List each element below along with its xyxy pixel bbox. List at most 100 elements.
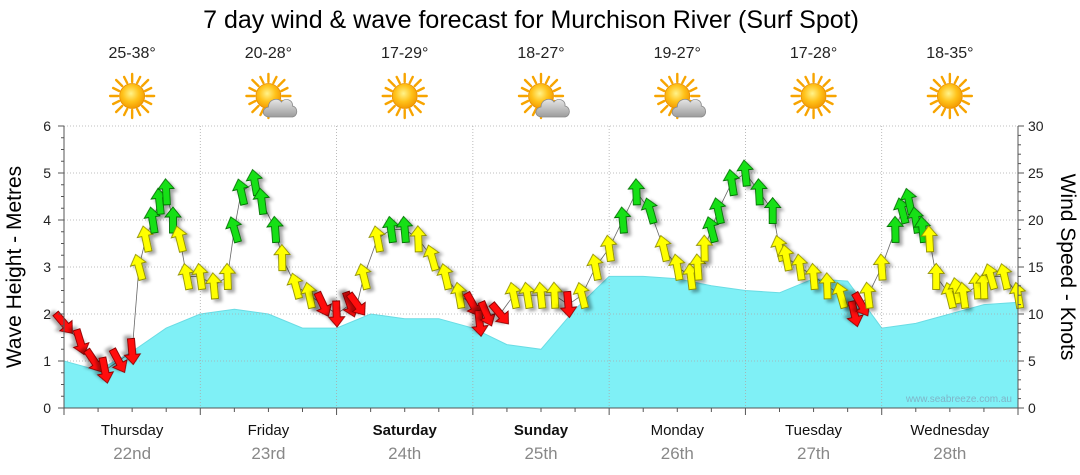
wind-arrow-green: 23 kn: [750, 178, 768, 206]
wind-arrow-yellow: 15 kn: [129, 253, 147, 282]
wind-arrow-green: 19 kn: [225, 216, 243, 244]
wind-arrow-red: 11 kn: [345, 291, 366, 316]
day-label: Friday: [248, 422, 290, 439]
date-label: 28th: [933, 444, 966, 463]
wind-arrow-green: 20 kn: [164, 206, 182, 234]
wind-arrow-yellow: 13 kn: [286, 272, 304, 300]
wind-arrow-yellow: 17 kn: [654, 234, 672, 263]
wind-arrow-yellow: 15 kn: [790, 253, 809, 281]
wind-arrow-green: 22 kn: [252, 187, 271, 216]
y-left-tick-label: 5: [43, 165, 51, 181]
temperature-range: 18-35°: [926, 45, 973, 62]
wind-arrow-yellow: 12 kn: [1008, 281, 1027, 310]
wind-arrow-green: 21 kn: [640, 197, 658, 225]
wind-arrow-yellow: 12 kn: [954, 281, 972, 310]
date-label: 22nd: [113, 444, 151, 463]
wind-arrow-green: 23 kn: [231, 178, 250, 206]
wind-arrow-yellow: 16 kn: [273, 243, 291, 272]
wind-arrow-yellow: 14 kn: [927, 262, 946, 290]
y-axis-right-label: Wind Speed - Knots: [1056, 174, 1079, 361]
wind-arrow-green: 19 kn: [266, 215, 284, 244]
wind-arrow-yellow: 16 kn: [777, 244, 795, 272]
temperature-range: 19-27°: [654, 45, 701, 62]
sunny-icon: [790, 72, 837, 120]
y-right-tick-label: 15: [1028, 259, 1044, 275]
wind-arrow-red: 9 kn: [471, 309, 489, 338]
day-label: Sunday: [514, 422, 569, 439]
date-label: 26th: [661, 444, 694, 463]
y-right-tick-label: 20: [1028, 212, 1044, 228]
wind-arrow-yellow: 18 kn: [136, 225, 155, 253]
y-left-tick-label: 0: [43, 400, 51, 416]
y-right-tick-label: 10: [1028, 306, 1044, 322]
wind-arrow-green: 19 kn: [395, 215, 414, 244]
y-right-tick-label: 30: [1028, 118, 1044, 134]
wind-arrow-yellow: 15 kn: [586, 253, 604, 281]
wind-arrow-yellow: 14 kn: [191, 262, 209, 291]
temperature-range: 18-27°: [517, 45, 564, 62]
date-label: 27th: [797, 444, 830, 463]
date-label: 23rd: [251, 444, 285, 463]
wind-arrow-yellow: 17 kn: [599, 234, 618, 263]
partly-cloudy-icon: [517, 72, 570, 120]
wind-connector: [131, 266, 140, 352]
day-label: Tuesday: [785, 422, 842, 439]
day-label: Saturday: [373, 422, 438, 439]
wind-arrow-yellow: 15 kn: [872, 253, 891, 281]
y-left-tick-label: 1: [43, 353, 51, 369]
y-right-tick-label: 25: [1028, 165, 1044, 181]
partly-cloudy-icon: [654, 72, 707, 120]
wind-arrow-yellow: 18 kn: [409, 225, 428, 253]
y-left-tick-label: 4: [43, 212, 51, 228]
sunny-icon: [108, 72, 156, 120]
wind-arrow-green: 20 kn: [143, 206, 162, 234]
wind-arrow-green: 21 kn: [763, 196, 782, 225]
date-label: 24th: [388, 444, 421, 463]
wind-arrow-yellow: 13 kn: [818, 272, 837, 300]
temperature-range: 17-28°: [790, 45, 837, 62]
wind-arrow-yellow: 12 kn: [831, 282, 849, 310]
wind-arrow-red: 11 kn: [313, 290, 333, 318]
y-left-tick-label: 2: [43, 306, 51, 322]
wind-arrow-yellow: 14 kn: [995, 263, 1013, 291]
wind-arrow-green: 23 kn: [157, 178, 175, 206]
partly-cloudy-icon: [245, 72, 298, 120]
wind-arrow-red: 10 kn: [846, 300, 864, 328]
temperature-range: 17-29°: [381, 45, 428, 62]
wind-arrow-green: 19 kn: [702, 216, 720, 244]
wind-arrow-green: 25 kn: [736, 159, 755, 187]
y-left-tick-label: 6: [43, 118, 51, 134]
day-label: Wednesday: [910, 422, 989, 439]
date-label: 25th: [524, 444, 557, 463]
wind-arrow-red: 10 kn: [327, 300, 346, 328]
day-label: Monday: [651, 422, 705, 439]
chart-title: 7 day wind & wave forecast for Murchison…: [203, 6, 859, 34]
wind-arrow-yellow: 16 kn: [422, 244, 440, 272]
wind-arrow-yellow: 14 kn: [436, 263, 454, 291]
wind-arrow-red: 6 kn: [123, 337, 142, 366]
sunny-icon: [926, 72, 974, 120]
wave-height-area: [63, 275, 1019, 409]
y-right-tick-label: 0: [1028, 400, 1036, 416]
wind-arrow-red: 5 kn: [108, 347, 128, 374]
wind-arrow-green: 24 kn: [722, 168, 741, 197]
y-right-tick-label: 5: [1028, 353, 1036, 369]
wind-arrow-red: 9 kn: [52, 310, 73, 334]
wind-arrow-green: 21 kn: [708, 197, 727, 225]
watermark: www.seabreeze.com.au: [905, 394, 1012, 405]
wind-arrow-yellow: 12 kn: [449, 281, 468, 310]
wind-arrow-green: 19 kn: [886, 215, 905, 243]
wind-arrow-yellow: 15 kn: [668, 253, 686, 281]
wind-arrow-green: 23 kn: [627, 178, 646, 206]
y-axis-left-label: Wave Height - Metres: [3, 166, 26, 368]
wind-arrow-green: 20 kn: [613, 206, 632, 234]
wind-arrow-yellow: 18 kn: [170, 225, 188, 253]
wind-arrow-yellow: 14 kn: [354, 263, 372, 291]
wind-arrow-yellow: 13 kn: [204, 272, 223, 300]
wind-arrow-yellow: 17 kn: [695, 234, 714, 262]
wind-arrow-red: 7 kn: [72, 328, 90, 356]
wind-arrow-yellow: 18 kn: [368, 225, 386, 253]
y-left-tick-label: 3: [43, 259, 51, 275]
wind-arrow-yellow: 12 kn: [300, 281, 318, 310]
